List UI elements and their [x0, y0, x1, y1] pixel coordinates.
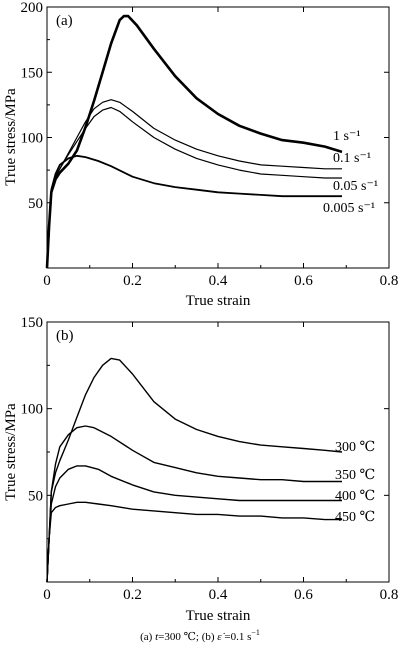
caption-part-b-value: =0.1 s [222, 631, 252, 643]
series-label: 0.05 s⁻¹ [333, 179, 378, 194]
panel-a-xlabel: True strain [186, 293, 251, 309]
series-line [45, 14, 343, 269]
panel-b-label: (b) [56, 328, 74, 344]
series-label: 0.005 s⁻¹ [323, 201, 375, 216]
x-tick-label: 0.4 [209, 273, 228, 289]
x-tick-label: 0.4 [209, 587, 228, 603]
y-tick-label: 100 [21, 131, 44, 147]
caption-part-a-value: =300 ℃; (b) [158, 631, 217, 643]
caption-exponent: −1 [251, 628, 260, 637]
series-label: 450 ℃ [335, 510, 375, 525]
y-tick-label: 150 [21, 315, 44, 331]
series-line [46, 106, 342, 269]
y-tick-label: 150 [21, 65, 44, 81]
panel-a: (a) 0 0.2 0.4 0.6 0.8 50 100 150 200 True strain… [3, 0, 398, 309]
series-line [46, 425, 342, 583]
x-tick-label: 0.2 [123, 273, 142, 289]
x-tick-label: 0.8 [380, 273, 399, 289]
series-line [46, 154, 342, 269]
panel-b-xlabel: True strain [186, 608, 251, 624]
series-label: 0.1 s⁻¹ [333, 151, 371, 166]
series-line [46, 465, 342, 583]
x-tick-label: 0.8 [380, 587, 399, 603]
series-label: 400 ℃ [335, 489, 375, 504]
x-tick-label: 0 [43, 587, 51, 603]
x-tick-label: 0.6 [294, 587, 313, 603]
y-tick-label: 100 [21, 402, 44, 418]
series-label: 350 ℃ [335, 468, 375, 483]
panel-b-ylabel: True stress/MPa [3, 403, 19, 501]
caption-part-a: (a) [140, 631, 155, 643]
panel-b-series-labels: 300 ℃ 350 ℃ 400 ℃ 450 ℃ [335, 440, 375, 525]
panel-a-label: (a) [56, 13, 73, 29]
x-tick-label: 0 [43, 273, 51, 289]
x-tick-label: 0.6 [294, 273, 313, 289]
series-line [46, 501, 342, 583]
series-label: 1 s⁻¹ [333, 129, 361, 144]
panel-a-series [45, 14, 343, 269]
y-tick-label: 50 [28, 488, 43, 504]
figure-caption: (a) t=300 ℃; (b) ε̇ =0.1 s−1 [140, 628, 260, 643]
panel-b-series [46, 357, 343, 583]
caption-var-strain-rate: ε̇ [217, 631, 225, 643]
series-label: 300 ℃ [335, 440, 375, 455]
caption-var-t: t [155, 631, 159, 643]
y-tick-label: 200 [21, 0, 44, 16]
panel-b-ticks: 0 0.2 0.4 0.6 0.8 50 100 150 [21, 315, 399, 603]
series-line [46, 357, 343, 583]
panel-b: (b) 0 0.2 0.4 0.6 0.8 50 100 150 True strain Tr… [3, 315, 398, 624]
series-line [46, 99, 342, 269]
x-tick-label: 0.2 [123, 587, 142, 603]
panel-a-ticks: 0 0.2 0.4 0.6 0.8 50 100 150 200 [21, 0, 399, 289]
panel-a-series-labels: 1 s⁻¹ 0.1 s⁻¹ 0.05 s⁻¹ 0.005 s⁻¹ [323, 129, 378, 216]
y-tick-label: 50 [28, 196, 43, 212]
panel-a-ylabel: True stress/MPa [3, 88, 19, 186]
